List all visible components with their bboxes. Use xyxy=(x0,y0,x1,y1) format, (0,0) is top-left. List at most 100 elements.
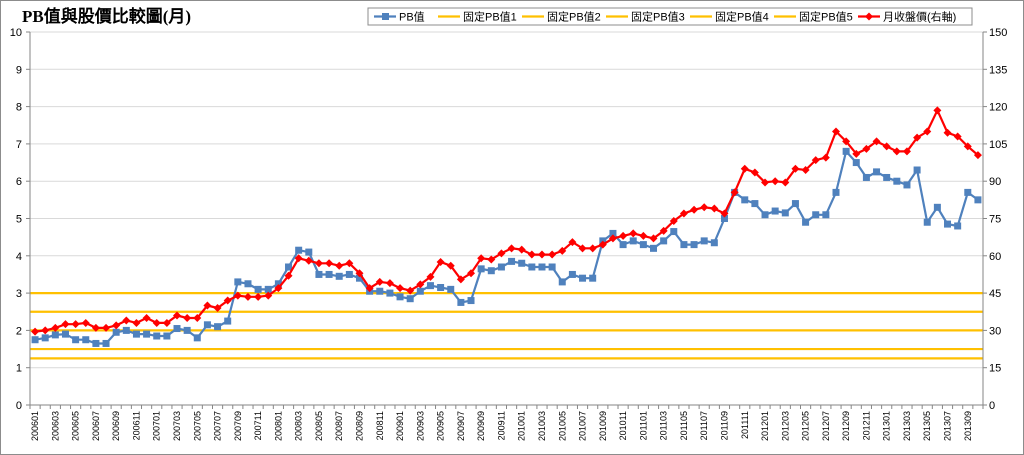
pb-line xyxy=(34,149,979,345)
pb-point xyxy=(183,326,191,334)
pb-point xyxy=(497,263,505,271)
pb-point xyxy=(974,196,982,204)
pb-point xyxy=(264,285,272,293)
pb-point xyxy=(538,263,546,271)
x-tick-label: 200911 xyxy=(496,411,506,440)
pb-point xyxy=(285,263,293,271)
y-right-tick-label: 15 xyxy=(989,363,1001,375)
pb-point xyxy=(660,237,668,245)
pb-point xyxy=(629,237,637,245)
price-point xyxy=(142,313,151,322)
x-tick-label: 201007 xyxy=(578,411,588,441)
legend-label: 固定PB值5 xyxy=(799,10,853,24)
x-tick-label: 200609 xyxy=(111,411,121,441)
price-point xyxy=(740,164,749,173)
x-tick-label: 200905 xyxy=(436,411,446,441)
price-point xyxy=(41,326,50,335)
y-right-tick-label: 105 xyxy=(989,139,1007,151)
pb-point xyxy=(873,168,881,176)
price-point xyxy=(385,279,394,288)
price-point xyxy=(963,142,972,151)
x-tick-label: 200703 xyxy=(172,411,182,441)
pb-point xyxy=(447,285,455,293)
pb-point xyxy=(619,241,627,249)
y-left-tick-label: 3 xyxy=(16,288,22,300)
price-point xyxy=(892,147,901,156)
x-tick-label: 200807 xyxy=(334,411,344,441)
price-point xyxy=(710,204,719,213)
y-left-tick-label: 9 xyxy=(16,64,22,76)
pb-point xyxy=(467,297,475,305)
legend-swatch-marker xyxy=(865,12,873,21)
pb-point xyxy=(426,282,434,290)
price-point xyxy=(588,244,597,253)
x-tick-label: 201003 xyxy=(537,411,547,441)
price-point xyxy=(436,258,445,267)
pb-point xyxy=(791,200,799,208)
price-point xyxy=(943,128,952,137)
pb-point xyxy=(741,196,749,204)
price-point xyxy=(639,231,648,240)
pb-point xyxy=(173,325,181,333)
price-point xyxy=(467,269,476,278)
x-tick-label: 200811 xyxy=(375,411,385,440)
price-point xyxy=(304,256,313,265)
axes: 0123456789100153045607590105120135150200… xyxy=(10,27,1008,441)
price-point xyxy=(365,284,374,293)
pb-point xyxy=(61,330,69,338)
pb-point xyxy=(862,173,870,181)
price-point xyxy=(325,259,334,268)
price-point xyxy=(700,203,709,212)
price-point xyxy=(203,301,212,310)
pb-point xyxy=(781,209,789,217)
price-point xyxy=(487,255,496,264)
price-point xyxy=(355,269,364,278)
pb-point xyxy=(31,336,39,344)
pb-point xyxy=(41,334,49,342)
price-point xyxy=(842,137,851,146)
pb-point xyxy=(477,265,485,273)
price-point xyxy=(690,205,699,214)
price-point xyxy=(953,132,962,141)
fixed-pb-lines xyxy=(30,292,983,360)
pb-point xyxy=(376,287,384,295)
price-point xyxy=(872,137,881,146)
price-point xyxy=(659,226,668,235)
pb-point xyxy=(295,246,303,254)
legend-label: 固定PB值4 xyxy=(715,10,769,24)
pb-point xyxy=(954,222,962,230)
price-point xyxy=(213,304,222,313)
pb-point xyxy=(609,229,617,237)
x-tick-label: 200909 xyxy=(476,411,486,441)
x-tick-label: 200805 xyxy=(314,411,324,441)
y-right-tick-label: 135 xyxy=(989,64,1007,76)
x-tick-label: 200907 xyxy=(456,411,466,441)
pb-point xyxy=(690,241,698,249)
pb-point xyxy=(650,244,658,252)
x-tick-label: 200611 xyxy=(131,411,141,440)
x-tick-label: 201009 xyxy=(598,411,608,441)
price-point xyxy=(173,311,182,320)
pb-point xyxy=(528,263,536,271)
x-tick-label: 201103 xyxy=(659,411,669,440)
pb-point xyxy=(802,218,810,226)
price-point xyxy=(517,245,526,254)
price-point xyxy=(81,318,90,327)
price-point xyxy=(537,250,546,259)
x-tick-label: 201011 xyxy=(618,411,628,440)
pb-point xyxy=(933,203,941,211)
pb-point xyxy=(112,328,120,336)
price-point xyxy=(973,151,982,160)
y-left-tick-label: 1 xyxy=(16,363,22,375)
y-right-tick-label: 60 xyxy=(989,251,1001,263)
x-tick-label: 201105 xyxy=(679,411,689,440)
pb-point xyxy=(913,166,921,174)
y-right-tick-label: 45 xyxy=(989,288,1001,300)
pb-point xyxy=(274,280,282,288)
pb-point xyxy=(335,272,343,280)
x-tick-label: 200701 xyxy=(152,411,162,441)
price-point xyxy=(913,133,922,142)
price-line xyxy=(34,107,979,333)
x-tick-label: 200705 xyxy=(192,411,202,441)
